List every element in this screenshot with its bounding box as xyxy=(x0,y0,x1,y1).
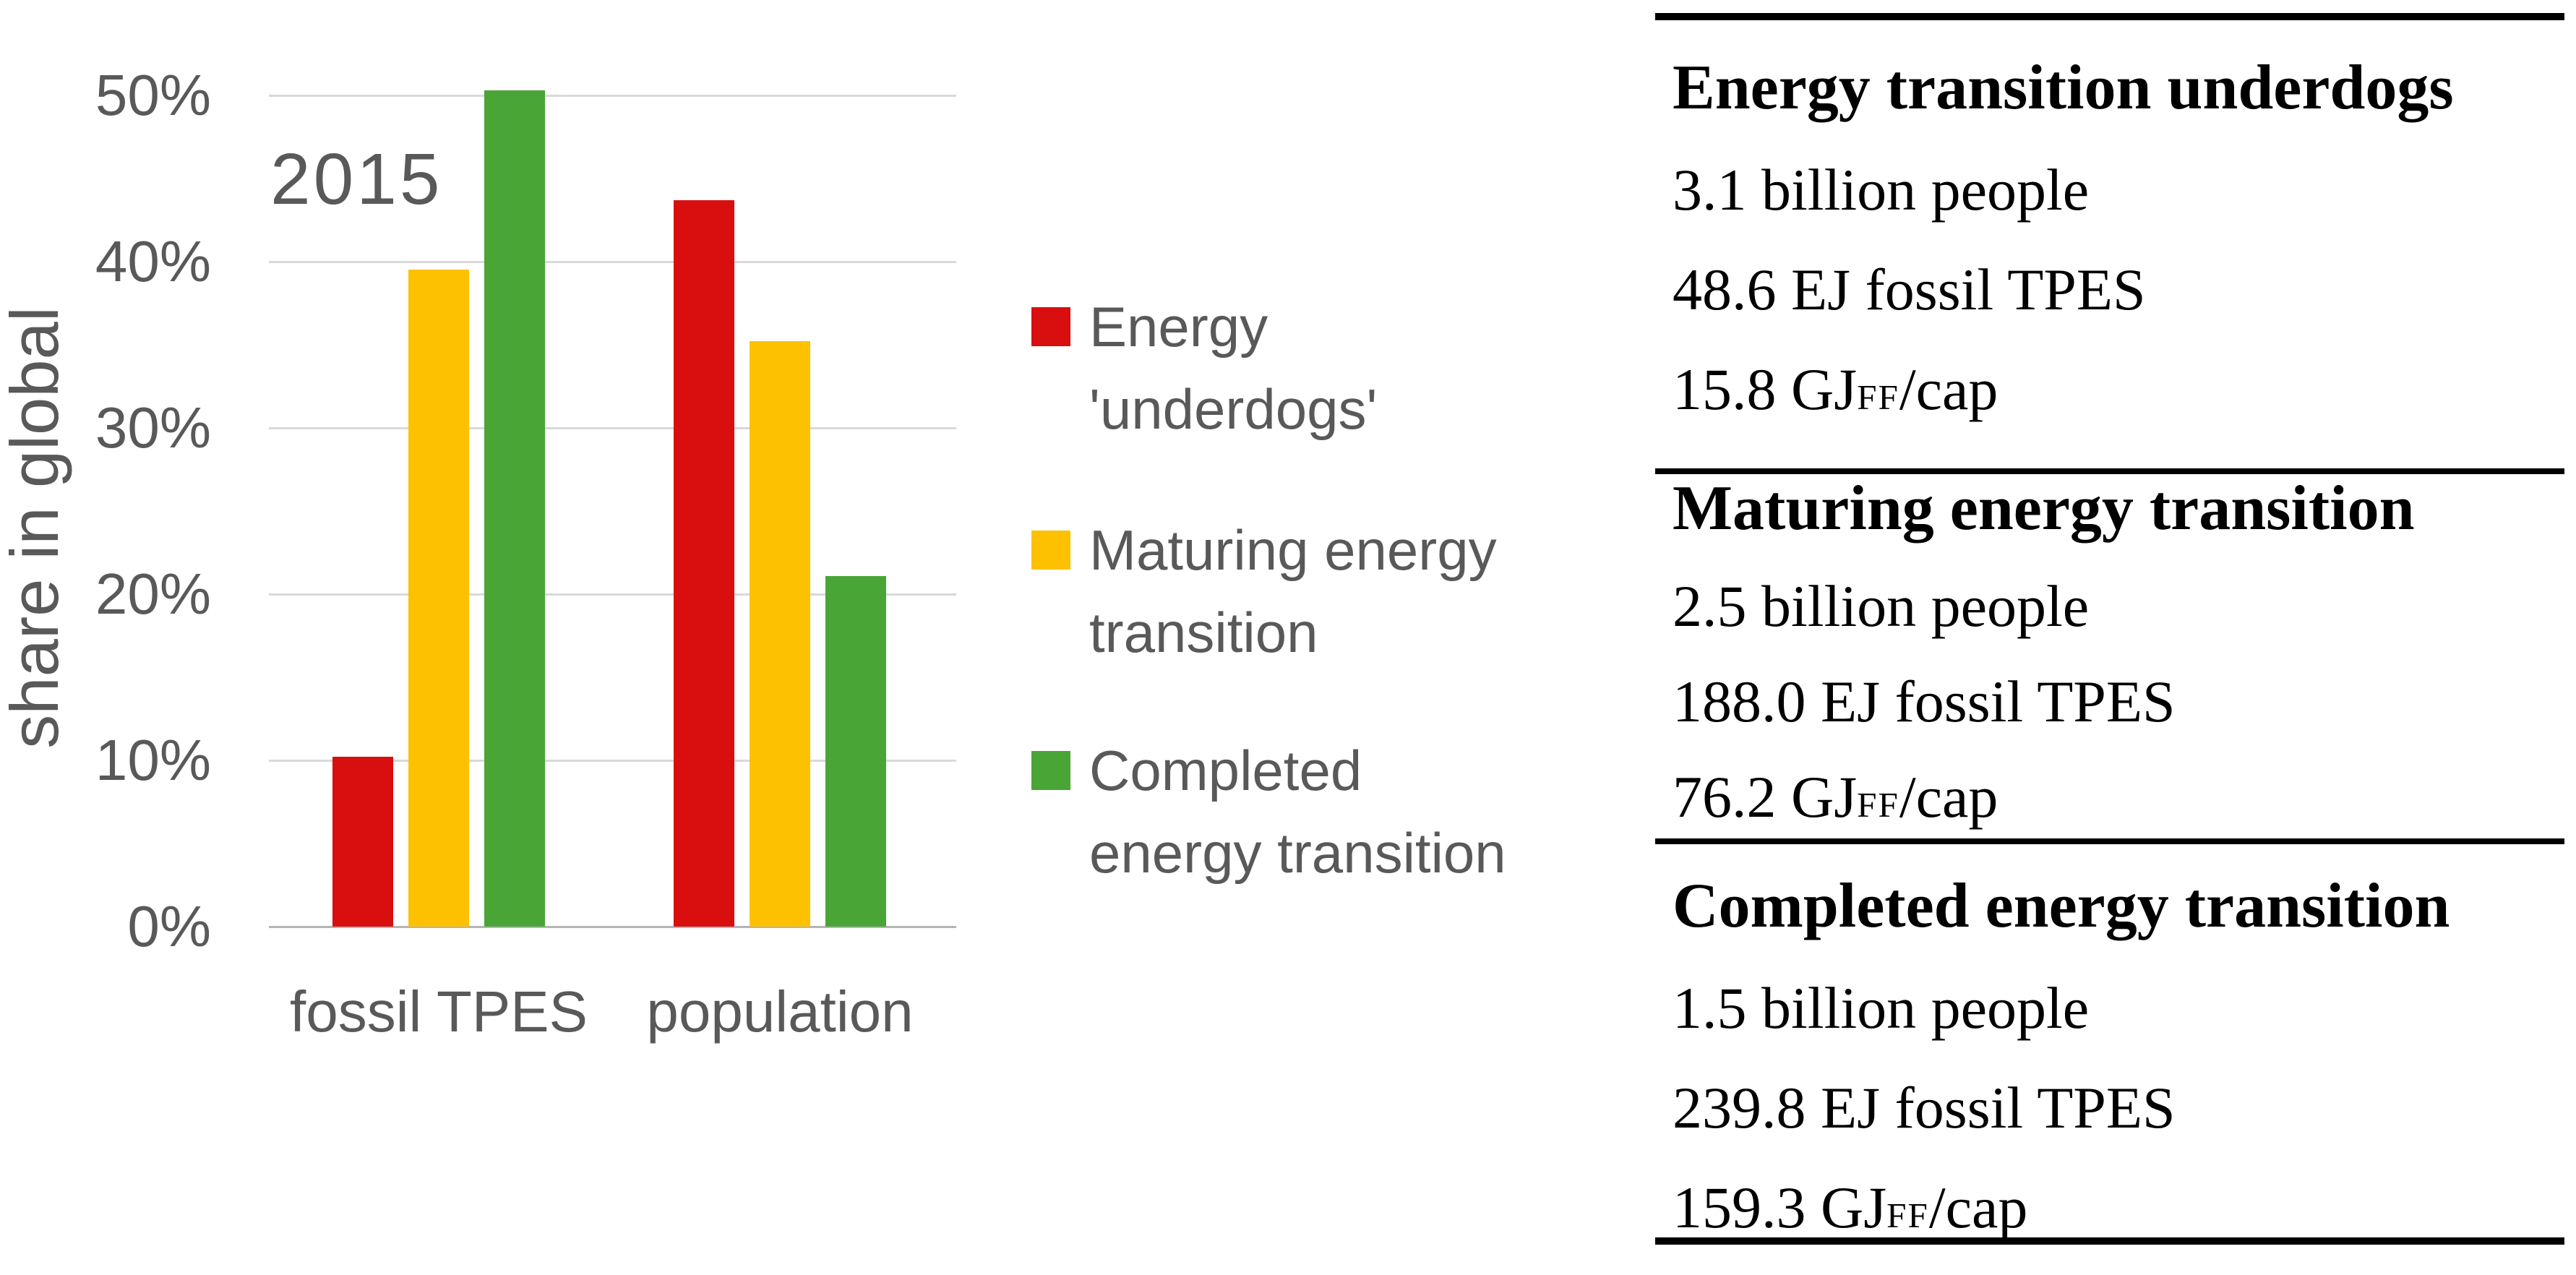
unit-subscript: FF xyxy=(1857,785,1899,825)
row-text: 76.2 GJ xyxy=(1673,764,1858,830)
row-text: 1.5 billion people xyxy=(1673,975,2090,1041)
row-text: /cap xyxy=(1899,764,1998,830)
legend-item: Maturing energy transition xyxy=(1031,509,1497,674)
row-text: /cap xyxy=(1928,1175,2028,1240)
section-title: Completed energy transition xyxy=(1673,871,2450,941)
section-row: 188.0 EJ fossil TPES xyxy=(1673,672,2559,731)
summary-section: Maturing energy transition 2.5 billion pe… xyxy=(1655,474,2564,844)
section-row: 48.6 EJ fossil TPES xyxy=(1673,260,2559,319)
bar xyxy=(825,576,886,927)
y-tick-label: 0% xyxy=(127,894,211,958)
legend-marker xyxy=(1031,751,1070,790)
section-row: 76.2 GJFF/cap xyxy=(1673,768,2559,827)
y-tick-label: 50% xyxy=(95,63,211,127)
bar xyxy=(674,200,734,927)
gridline xyxy=(269,427,956,429)
section-row: 239.8 EJ fossil TPES xyxy=(1673,1078,2559,1138)
section-row: 2.5 billion people xyxy=(1673,577,2559,636)
x-axis-line xyxy=(269,926,956,928)
row-text: 159.3 GJ xyxy=(1673,1175,1887,1240)
y-axis-title: share in global xyxy=(0,306,72,749)
unit-subscript: FF xyxy=(1886,1195,1929,1235)
row-text: 48.6 EJ fossil TPES xyxy=(1673,257,2146,322)
legend-marker xyxy=(1031,307,1070,346)
y-tick-label: 20% xyxy=(95,562,211,626)
chart-year-annotation: 2015 xyxy=(270,139,443,220)
legend-label: Energy'underdogs' xyxy=(1089,295,1378,441)
summary-section: Completed energy transition 1.5 billion p… xyxy=(1655,844,2564,1237)
row-text: 3.1 billion people xyxy=(1673,157,2090,223)
y-tick-label: 40% xyxy=(95,229,211,293)
bar xyxy=(408,270,469,927)
section-row: 15.8 GJFF/cap xyxy=(1673,360,2559,419)
legend-label: Maturing energy transition xyxy=(1089,518,1497,664)
legend-label: Completed energy transition xyxy=(1089,739,1506,885)
legend-marker xyxy=(1031,531,1070,570)
x-category-label: population xyxy=(646,979,914,1044)
bar xyxy=(332,757,393,927)
section-row: 159.3 GJFF/cap xyxy=(1673,1178,2559,1237)
unit-subscript: FF xyxy=(1857,377,1899,417)
section-row: 1.5 billion people xyxy=(1673,979,2559,1038)
gridline xyxy=(269,95,956,97)
section-row: 3.1 billion people xyxy=(1673,160,2559,220)
legend-item: Energy'underdogs' xyxy=(1031,286,1377,450)
section-title: Energy transition underdogs xyxy=(1673,53,2454,123)
bar xyxy=(750,341,810,927)
section-title: Maturing energy transition xyxy=(1673,473,2415,544)
gridline xyxy=(269,261,956,263)
row-text: 15.8 GJ xyxy=(1673,356,1858,422)
row-text: /cap xyxy=(1899,356,1998,422)
bar xyxy=(484,90,545,927)
y-tick-label: 30% xyxy=(95,395,211,460)
summary-section: Energy transition underdogs 3.1 billion p… xyxy=(1655,20,2564,474)
row-text: 188.0 EJ fossil TPES xyxy=(1673,669,2176,734)
row-text: 239.8 EJ fossil TPES xyxy=(1673,1075,2176,1141)
gridline xyxy=(269,593,956,596)
gridline xyxy=(269,760,956,762)
legend-item: Completed energy transition xyxy=(1031,729,1506,894)
row-text: 2.5 billion people xyxy=(1673,573,2090,639)
y-tick-label: 10% xyxy=(95,728,211,792)
x-category-label: fossil TPES xyxy=(290,979,588,1044)
summary-table: Energy transition underdogs 3.1 billion p… xyxy=(1655,13,2564,1245)
